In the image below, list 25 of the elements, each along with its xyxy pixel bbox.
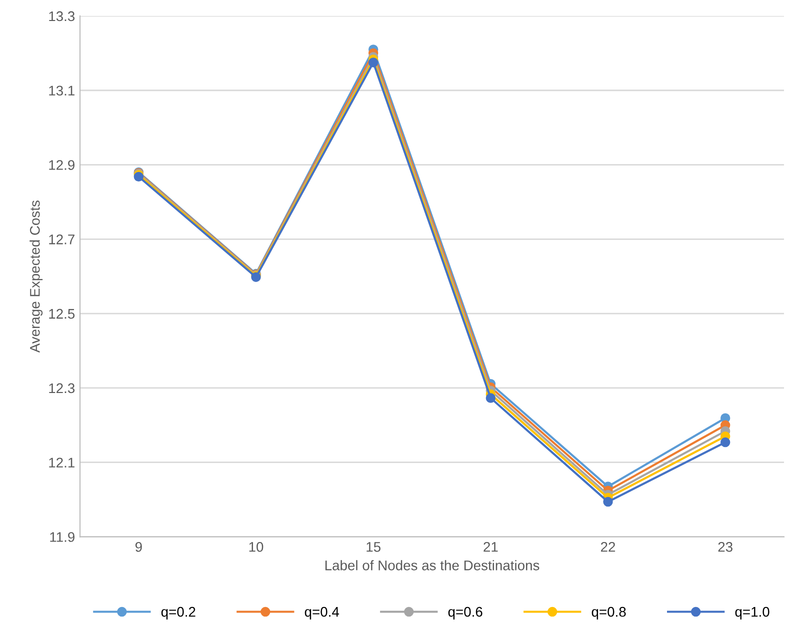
point [486, 393, 496, 403]
x-tick-label: 15 [366, 542, 380, 552]
x-tick-label: 10 [249, 542, 264, 552]
y-tick-label: 13.1 [49, 86, 74, 96]
point [603, 496, 613, 507]
y-tick-label: 12.1 [49, 458, 74, 468]
y-tick-label: 13.3 [49, 11, 75, 22]
y-tick-label: 12.7 [49, 234, 74, 244]
y-tick-label: 11.9 [50, 532, 74, 542]
y-tick-label: 12.5 [49, 308, 75, 319]
legend-label: q=1.0 [735, 606, 770, 620]
legend-label: q=0.4 [304, 606, 340, 620]
x-tick-label: 21 [484, 542, 498, 552]
point [720, 437, 730, 448]
y-axis-title: Average Expected Costs [30, 200, 43, 353]
y-tick-label: 12.3 [49, 383, 75, 394]
x-tick-label: 22 [600, 542, 616, 552]
x-axis-title: Label of Nodes as the Destinations [325, 560, 540, 570]
x-tick-label: 9 [135, 542, 142, 552]
y-tick-label: 12.9 [49, 160, 74, 170]
point [368, 58, 378, 68]
x-tick-label: 23 [718, 542, 732, 552]
legend-label: q=0.2 [161, 606, 196, 620]
legend-label: q=0.8 [592, 606, 626, 620]
legend-label: q=0.6 [448, 606, 482, 620]
